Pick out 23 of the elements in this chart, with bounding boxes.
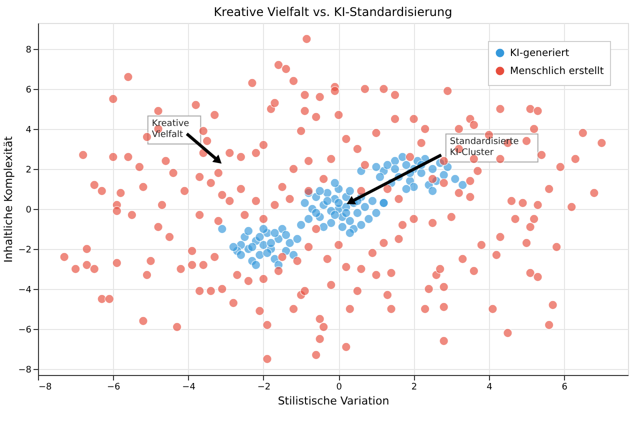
x-tick-label: −4: [182, 382, 196, 392]
y-tick-label: −8: [18, 366, 32, 376]
y-tick-label: −2: [18, 246, 32, 256]
legend-label: KI-generiert: [510, 48, 570, 59]
x-axis-title: Stilistische Variation: [278, 394, 390, 408]
x-tick-label: 0: [336, 382, 342, 392]
y-axis-title: Inhaltliche Komplexität: [2, 136, 16, 263]
x-tick-label: −6: [107, 382, 121, 392]
x-tick-label: −8: [38, 382, 52, 392]
y-tick-label: 8: [26, 46, 32, 56]
x-tick-label: 2: [411, 382, 418, 392]
y-tick-label: 2: [26, 166, 32, 176]
y-tick-label: −4: [18, 286, 32, 296]
annotation: Kreative Vielfalt: [152, 119, 190, 140]
x-tick-label: −2: [257, 382, 271, 392]
y-tick-label: −6: [18, 326, 32, 336]
y-tick-label: 4: [26, 126, 32, 136]
legend-label: Menschlich erstellt: [510, 66, 604, 77]
y-tick-label: 0: [26, 206, 32, 216]
y-tick-label: 6: [26, 86, 32, 96]
x-tick-label: 6: [562, 382, 568, 392]
x-tick-label: 4: [486, 382, 493, 392]
chart-title: Kreative Vielfalt vs. KI-Standardisierung: [214, 5, 452, 19]
